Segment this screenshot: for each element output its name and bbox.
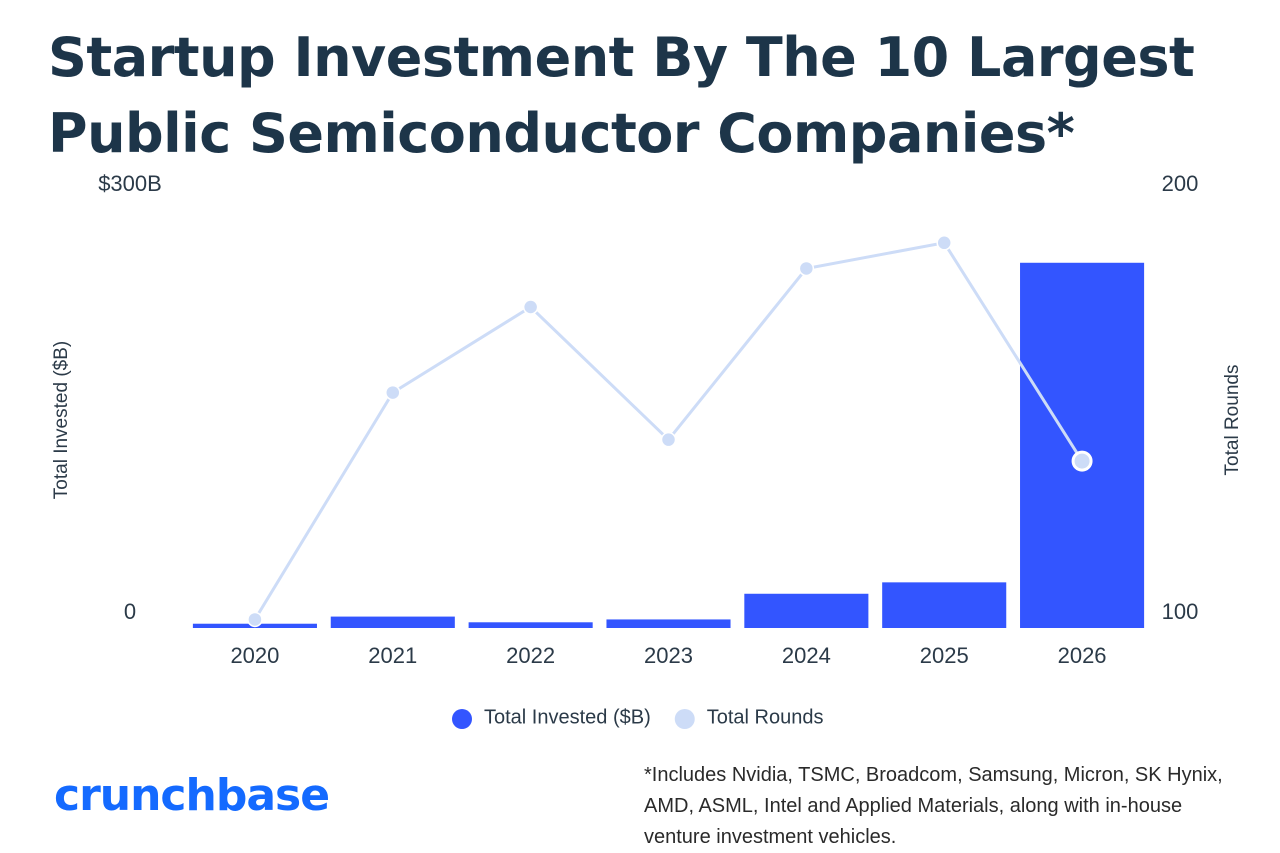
line-marker bbox=[1071, 450, 1093, 472]
x-tick-label: 2026 bbox=[1058, 643, 1107, 668]
line bbox=[253, 241, 1084, 621]
legend-marker bbox=[452, 709, 472, 729]
bar bbox=[882, 582, 1007, 628]
bar bbox=[330, 616, 455, 628]
line-marker bbox=[522, 299, 539, 315]
bar bbox=[1020, 262, 1145, 628]
chart-title: Startup Investment By The 10 Largest Pub… bbox=[48, 26, 1195, 165]
legend-marker bbox=[674, 709, 695, 729]
line-marker bbox=[385, 384, 401, 401]
line-marker bbox=[798, 260, 815, 277]
x-tick-label: 2020 bbox=[230, 643, 279, 668]
legend-label: Total Rounds bbox=[707, 706, 824, 728]
line-marker bbox=[660, 431, 677, 448]
x-tick-label: 2023 bbox=[644, 643, 693, 668]
y2-tick-label: 200 bbox=[1162, 171, 1199, 196]
y-tick-label: 0 bbox=[124, 599, 136, 624]
y2-tick-label: 100 bbox=[1162, 599, 1199, 624]
x-tick-label: 2025 bbox=[920, 643, 969, 668]
line-marker bbox=[936, 235, 952, 251]
y2-axis-title: Total Rounds bbox=[1222, 365, 1243, 476]
bar bbox=[744, 593, 869, 628]
y-axis-title: Total Invested ($B) bbox=[51, 341, 72, 499]
y-tick-label: $300B bbox=[98, 171, 162, 196]
legend-label: Total Invested ($B) bbox=[484, 706, 651, 728]
bar bbox=[606, 619, 731, 628]
x-tick-label: 2022 bbox=[506, 643, 555, 668]
bar bbox=[468, 622, 593, 628]
footnote: *Includes Nvidia, TSMC, Broadcom, Samsun… bbox=[644, 764, 1223, 848]
logo: crunchbase bbox=[54, 770, 330, 821]
x-tick-label: 2024 bbox=[782, 643, 831, 668]
line-marker bbox=[247, 611, 263, 628]
x-tick-label: 2021 bbox=[368, 643, 417, 668]
